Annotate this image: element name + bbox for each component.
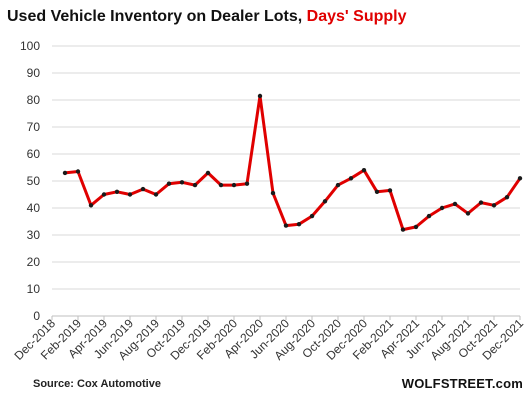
y-tick-label: 90 [27,66,41,80]
data-point [101,192,107,197]
data-point [361,168,367,173]
y-tick-label: 100 [20,39,40,53]
y-tick-label: 10 [27,282,41,296]
data-point [309,213,315,219]
grid-layer [52,45,520,317]
y-tick-label: 40 [27,201,41,215]
data-point [374,189,380,194]
data-point [335,182,341,188]
data-point [205,170,211,176]
data-point [244,181,250,186]
data-point [179,180,185,185]
data-point [452,201,458,207]
data-point [62,170,68,176]
data-point [478,200,484,205]
data-point [88,203,94,208]
data-point [231,182,237,188]
data-point [504,195,510,200]
data-point [283,223,289,228]
data-point [114,189,120,194]
brand-watermark: WOLFSTREET.com [401,376,523,391]
y-tick-label: 60 [27,147,41,161]
data-point [426,213,432,219]
source-note: Source: Cox Automotive [33,378,161,390]
y-tick-label: 50 [27,174,41,188]
data-point [413,224,419,230]
y-axis: 0 10 20 30 40 50 60 70 80 90 100 [20,39,40,323]
data-point [400,227,406,232]
y-tick-label: 70 [27,120,41,134]
chart-title-main: Used Vehicle Inventory on Dealer Lots, [7,8,307,25]
data-point [166,181,172,186]
y-tick-label: 80 [27,93,41,107]
data-point [192,182,198,188]
data-point [439,205,445,211]
data-point [491,203,497,208]
data-point [517,176,523,181]
data-point [348,176,354,181]
chart-title-highlight: Days' Supply [306,8,407,25]
x-axis: Dec-2018Feb-2019Apr-2019Jun-2019Aug-2019… [11,316,526,363]
data-point [465,211,471,216]
y-tick-label: 30 [27,228,41,242]
data-point [140,186,146,192]
series-layer [62,93,523,232]
data-point [270,190,276,196]
data-point [75,169,81,174]
data-point [257,93,263,99]
y-tick-label: 0 [33,309,40,323]
series-line [63,94,522,232]
data-point [387,188,393,193]
chart-title: Used Vehicle Inventory on Dealer Lots, D… [7,7,407,27]
data-point [218,182,224,188]
data-point [322,199,328,204]
data-point [296,222,302,227]
data-point [153,192,159,197]
data-point [127,192,133,197]
y-tick-label: 20 [27,255,41,269]
